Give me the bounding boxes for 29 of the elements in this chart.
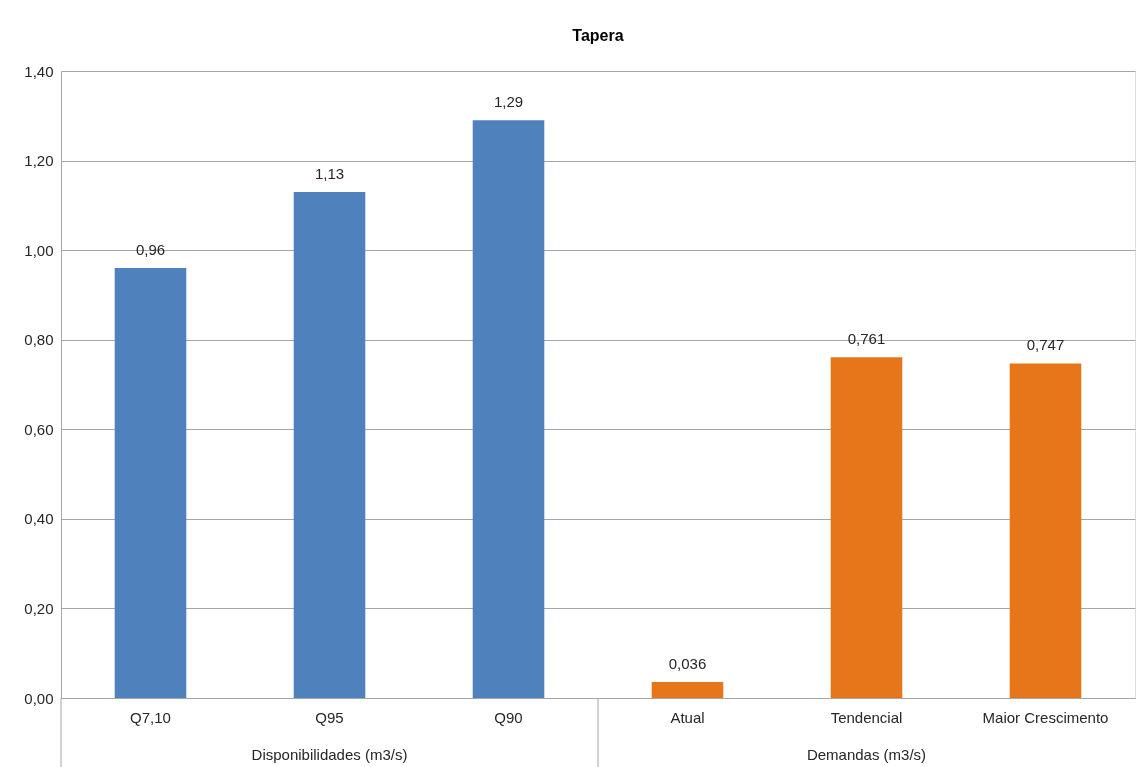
bar (114, 268, 187, 698)
data-label: 1,13 (314, 164, 345, 182)
y-tick-label: 0,80 (24, 331, 54, 349)
y-tick-label: 1,20 (24, 152, 54, 170)
text: Disponibilidades (m3/s) (251, 746, 408, 763)
x-tick-label: Tendencial (830, 708, 903, 726)
chart-title: Tapera (572, 27, 624, 44)
x-tick-label: Q90 (494, 708, 523, 726)
bar (293, 191, 366, 698)
y-tick-label: 0,60 (24, 420, 54, 438)
x-tick-label: Q7,10 (130, 708, 171, 726)
x-tick-label: Q95 (315, 708, 344, 726)
x-tick-label: Maior Crescimento (982, 708, 1109, 726)
y-tick-label: 0,20 (24, 599, 54, 617)
y-tick-label: 0,40 (24, 510, 54, 528)
y-tick-label: 1,40 (24, 62, 54, 80)
y-tick-label: 0,00 (24, 689, 54, 707)
data-label: 1,29 (493, 93, 524, 111)
bar (472, 120, 545, 698)
y-tick-label: 1,00 (24, 241, 54, 259)
text: Demandas (m3/s) (806, 746, 927, 763)
data-label: 0,036 (668, 654, 707, 672)
data-label: 0,96 (135, 241, 166, 259)
x-tick-label: Atual (670, 708, 705, 726)
bar (651, 681, 724, 698)
data-label: 0,761 (847, 330, 886, 348)
bar (1009, 363, 1082, 698)
data-label: 0,747 (1026, 336, 1065, 354)
bar (830, 357, 903, 698)
